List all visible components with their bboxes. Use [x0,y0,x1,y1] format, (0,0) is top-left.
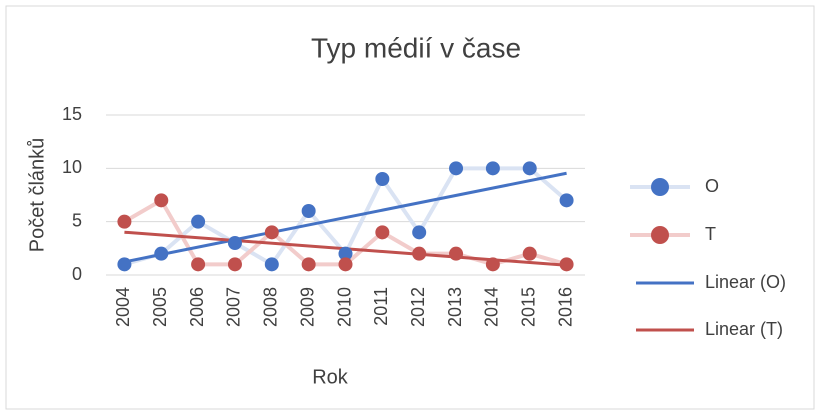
y-tick-label: 0 [72,264,82,284]
trendline [124,171,567,264]
x-tick-label: 2011 [371,287,391,326]
data-point [559,193,574,208]
data-point [485,257,500,272]
chart-border [5,5,815,410]
x-tick-label: 2008 [261,287,281,327]
data-point [375,172,390,186]
x-tick-label: 2012 [408,287,428,327]
data-point [301,257,316,272]
data-point [154,193,169,208]
data-point [117,257,132,272]
legend-label: T [705,224,716,244]
data-point [449,246,464,261]
legend-marker [651,226,669,244]
data-point [522,161,537,176]
x-tick-label: 2006 [187,287,207,327]
data-point [264,225,279,240]
chart-title: Typ médií v čase [311,32,521,63]
x-tick-label: 2007 [224,287,244,327]
x-tick-label: 2015 [518,287,538,327]
data-point [338,246,353,261]
data-point [485,161,500,176]
data-point [301,204,316,218]
data-point [227,257,242,272]
data-point [154,246,169,261]
y-tick-label: 15 [62,104,82,124]
data-point [264,257,279,272]
x-tick-label: 2005 [150,287,170,327]
legend-label: Linear (O) [705,272,786,292]
x-tick-label: 2010 [334,287,354,327]
data-point [227,236,242,250]
data-point [412,225,427,240]
x-tick-label: 2016 [555,287,575,327]
legend-marker [651,178,669,196]
data-point [449,161,464,176]
x-tick-label: 2014 [482,287,502,327]
data-point [559,257,574,272]
y-axis-label: Počet článků [26,138,48,253]
data-point [375,225,390,240]
x-axis-label: Rok [312,366,349,388]
y-tick-label: 5 [72,210,82,230]
data-point [117,214,132,229]
legend-label: O [705,176,719,196]
x-tick-label: 2009 [297,287,317,327]
data-point [338,257,353,272]
data-point [191,214,206,229]
data-point [191,257,206,272]
x-tick-label: 2013 [445,287,465,327]
legend-label: Linear (T) [705,319,783,339]
x-tick-label: 2004 [113,287,133,327]
data-point [412,246,427,261]
data-point [522,246,537,261]
y-tick-label: 10 [62,157,82,177]
